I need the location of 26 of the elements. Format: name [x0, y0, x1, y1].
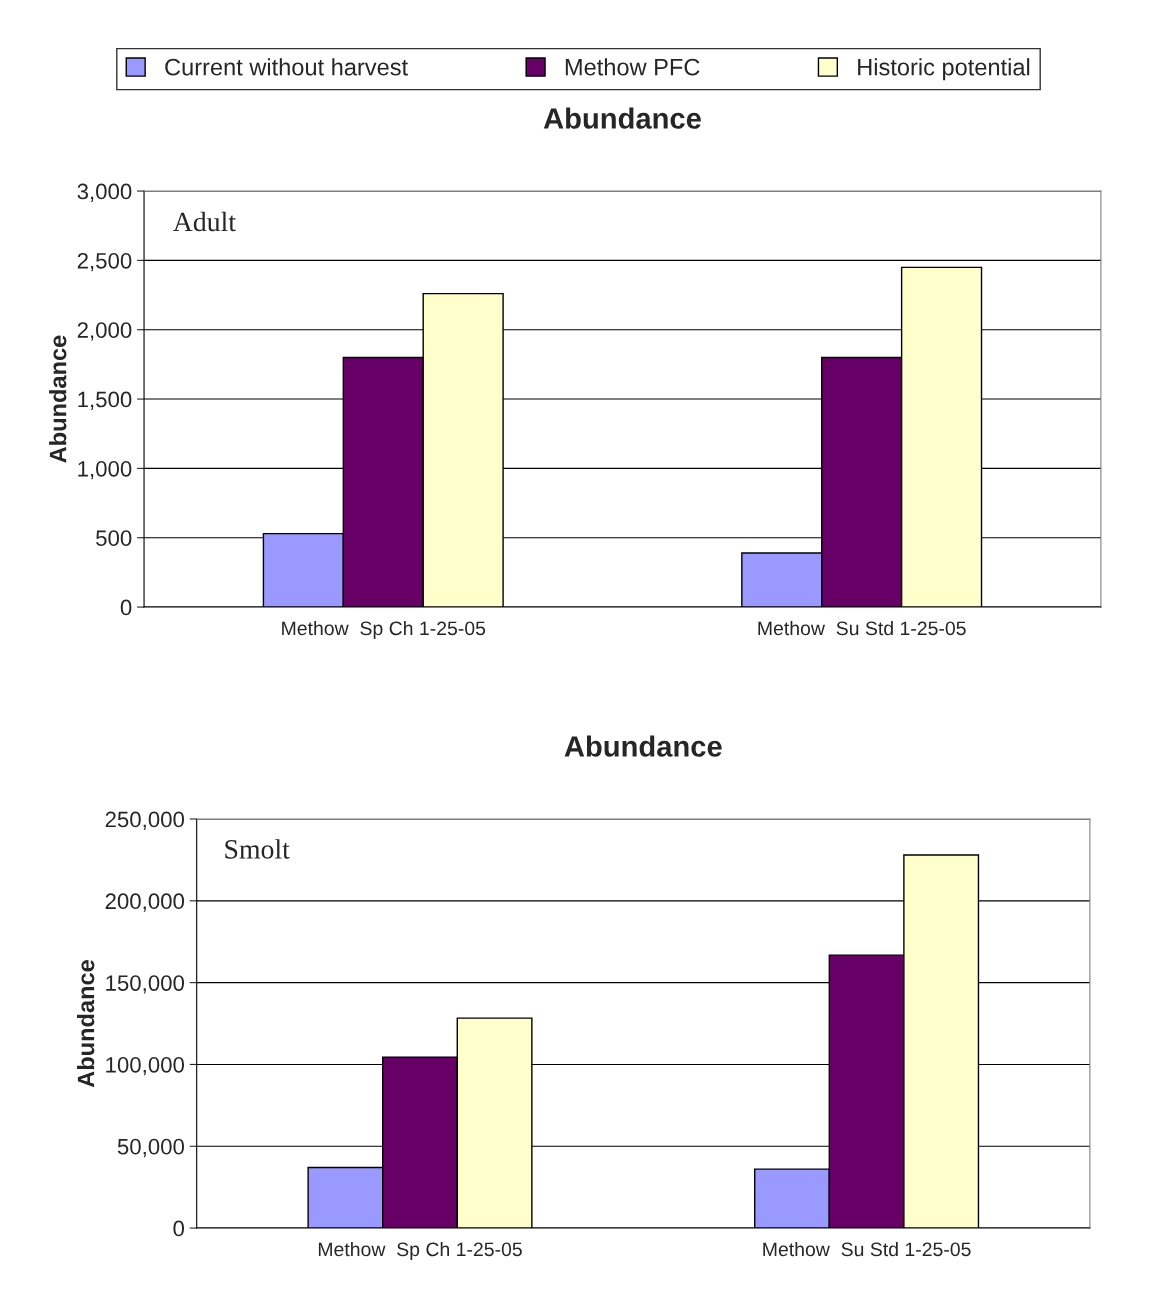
y-tick-label: 100,000 [106, 1056, 185, 1076]
x-tick-label: Methow Sp Ch 1-25-05 [282, 620, 486, 640]
legend-label: Methow PFC [565, 58, 700, 76]
legend-label: Historic potential [858, 58, 1030, 81]
y-tick-label: 0 [173, 1220, 185, 1237]
y-axis-title: Abundance [77, 960, 95, 1088]
y-tick-label: 50,000 [117, 1138, 185, 1158]
y-tick-label: 2,000 [77, 322, 132, 341]
annotation: Adult [173, 211, 236, 232]
chart-title: Abundance [543, 107, 701, 129]
x-tick-label: Methow Sp Ch 1-25-05 [318, 1241, 522, 1261]
legend-label: Current without harvest [165, 58, 408, 76]
x-tick-label: Methow Su Std 1-25-05 [763, 1241, 971, 1257]
y-axis-title: Abundance [49, 335, 67, 463]
y-tick-label: 2,500 [77, 252, 132, 272]
chart-title: Abundance [564, 735, 722, 757]
y-tick-label: 500 [96, 530, 132, 546]
y-tick-label: 1,000 [78, 460, 132, 480]
annotation: Smolt [225, 839, 290, 859]
y-tick-label: 200,000 [105, 893, 185, 912]
y-tick-label: 0 [120, 599, 132, 616]
y-tick-label: 1,500 [78, 391, 132, 410]
y-tick-label: 250,000 [105, 811, 185, 830]
y-tick-label: 3,000 [77, 183, 132, 202]
x-tick-label: Methow Su Std 1-25-05 [758, 620, 966, 636]
y-tick-label: 150,000 [106, 975, 185, 994]
